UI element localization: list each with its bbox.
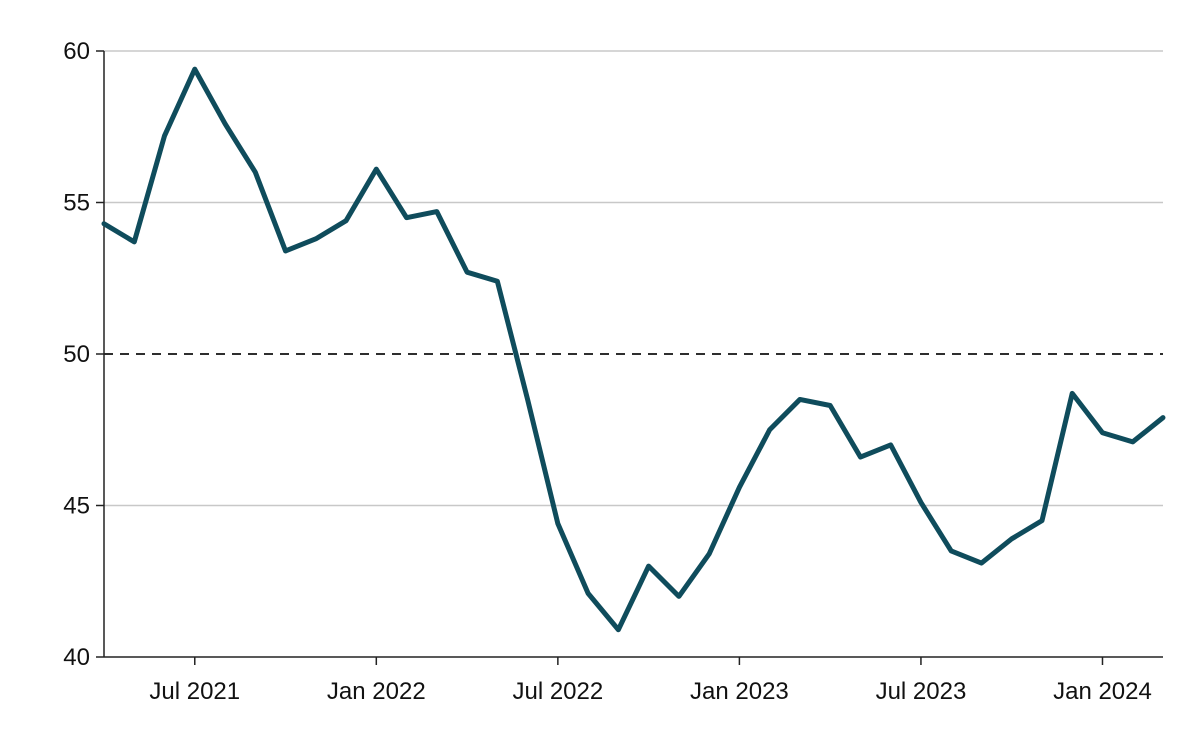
x-tick-label-2021-07: Jul 2021 — [149, 678, 240, 705]
x-tick-label-2023-07: Jul 2023 — [876, 678, 967, 705]
x-tick-labels: Jul 2021 Jan 2022 Jul 2022 Jan 2023 Jul 2023… — [149, 678, 1151, 705]
grid-lines — [104, 50, 1163, 507]
x-tick-label-2023-01: Jan 2023 — [690, 678, 789, 705]
x-tick-label-2022-01: Jan 2022 — [327, 678, 426, 705]
axes — [96, 50, 1163, 665]
x-tick-label-2024-01: Jan 2024 — [1053, 678, 1152, 705]
y-tick-label-50: 50 — [63, 341, 90, 368]
series-line-0 — [101, 66, 1166, 633]
y-tick-labels: 40 45 50 55 60 — [63, 38, 90, 671]
y-tick-label-55: 55 — [63, 190, 90, 217]
y-tick-label-60: 60 — [63, 38, 90, 65]
x-tick-label-2022-07: Jul 2022 — [512, 678, 603, 705]
y-tick-label-40: 40 — [63, 644, 90, 671]
series-group — [101, 66, 1166, 633]
y-tick-label-45: 45 — [63, 493, 90, 520]
